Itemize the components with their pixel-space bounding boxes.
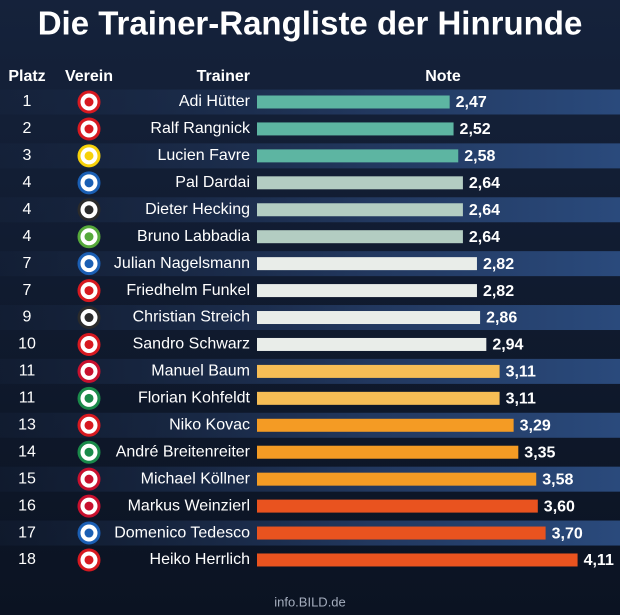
club-logo-inner [84,205,94,215]
rank: 18 [18,551,36,568]
club-logo-inner [84,393,94,403]
value-label: 2,94 [492,337,523,354]
rank: 15 [18,470,36,487]
club-logo-inner [84,420,94,430]
value-label: 2,86 [486,310,517,327]
club-logo-inner [84,366,94,376]
trainer-name: Michael Köllner [141,470,251,487]
column-header: Verein [65,68,113,85]
trainer-name: Friedhelm Funkel [126,282,250,299]
club-logo-inner [84,286,94,296]
bar [257,176,463,190]
bar [257,553,578,567]
bar [257,203,463,217]
trainer-name: Bruno Labbadia [137,228,250,245]
bar [257,230,463,244]
value-label: 3,58 [542,471,573,488]
value-label: 3,70 [552,525,583,542]
trainer-name: Heiko Herrlich [150,551,250,568]
value-label: 3,29 [520,417,551,434]
bar [257,445,519,459]
rank: 2 [23,120,32,137]
value-label: 2,47 [456,94,487,111]
rank: 1 [23,93,32,110]
trainer-name: Ralf Rangnick [150,120,251,137]
value-label: 2,52 [460,121,491,138]
club-logo-inner [84,339,94,349]
column-header: Note [425,68,461,85]
value-label: 3,11 [506,391,536,408]
rank: 7 [23,282,32,299]
trainer-name: Domenico Tedesco [114,524,250,541]
value-label: 3,60 [544,498,575,515]
source: info.BILD.de [274,594,346,609]
bar [257,364,500,378]
bar [257,526,546,540]
club-logo-inner [84,501,94,511]
value-label: 2,58 [464,148,495,165]
club-logo-inner [84,97,94,107]
rank: 7 [23,255,32,272]
trainer-name: Christian Streich [133,309,250,326]
trainer-name: Pal Dardai [175,174,250,191]
club-logo-inner [84,474,94,484]
rank: 3 [23,147,32,164]
rank: 4 [23,174,32,191]
club-logo-inner [84,447,94,457]
value-label: 2,64 [469,175,500,192]
trainer-name: Florian Kohfeldt [138,390,251,407]
column-header: Trainer [197,68,250,85]
value-label: 3,11 [506,364,536,381]
trainer-name: Dieter Hecking [145,201,250,218]
value-label: 2,64 [469,229,500,246]
club-logo-inner [84,232,94,242]
trainer-name: André Breitenreiter [116,443,251,460]
bar [257,472,537,486]
bar [257,122,454,136]
value-label: 4,11 [584,552,614,569]
bar [257,391,500,405]
bar [257,337,487,351]
club-logo-inner [84,124,94,134]
rank: 13 [18,416,36,433]
rank: 11 [19,363,36,380]
rank: 10 [18,336,36,353]
rank: 17 [18,524,36,541]
rank: 16 [18,497,36,514]
bar [257,418,514,432]
bar [257,149,459,163]
trainer-name: Niko Kovac [169,416,250,433]
bar [257,257,477,271]
rows: 1 Adi Hütter 2,47 2 Ralf Rangnick 2,52 3 Lucien… [0,89,620,572]
club-logo-inner [84,178,94,188]
trainer-name: Adi Hütter [179,93,251,110]
club-logo-inner [84,151,94,161]
bar [257,499,538,513]
rank: 9 [23,309,32,326]
rank: 11 [19,390,36,407]
trainer-name: Markus Weinzierl [128,497,250,514]
bar [257,284,477,298]
club-logo-inner [84,555,94,565]
trainer-name: Lucien Favre [158,147,251,164]
chart-title: Die Trainer-Rangliste der Hinrunde [38,5,583,42]
rank: 4 [23,201,32,218]
trainer-name: Julian Nagelsmann [114,255,250,272]
bar [257,95,450,109]
trainer-name: Manuel Baum [151,363,250,380]
value-label: 3,35 [524,444,555,461]
value-label: 2,82 [483,283,514,300]
club-logo-inner [84,259,94,269]
value-label: 2,82 [483,256,514,273]
rank: 14 [18,443,36,460]
bar [257,311,481,325]
trainer-name: Sandro Schwarz [133,336,250,353]
club-logo-inner [84,528,94,538]
column-header: Platz [8,68,45,85]
value-label: 2,64 [469,202,500,219]
club-logo-inner [84,313,94,323]
rank: 4 [23,228,32,245]
